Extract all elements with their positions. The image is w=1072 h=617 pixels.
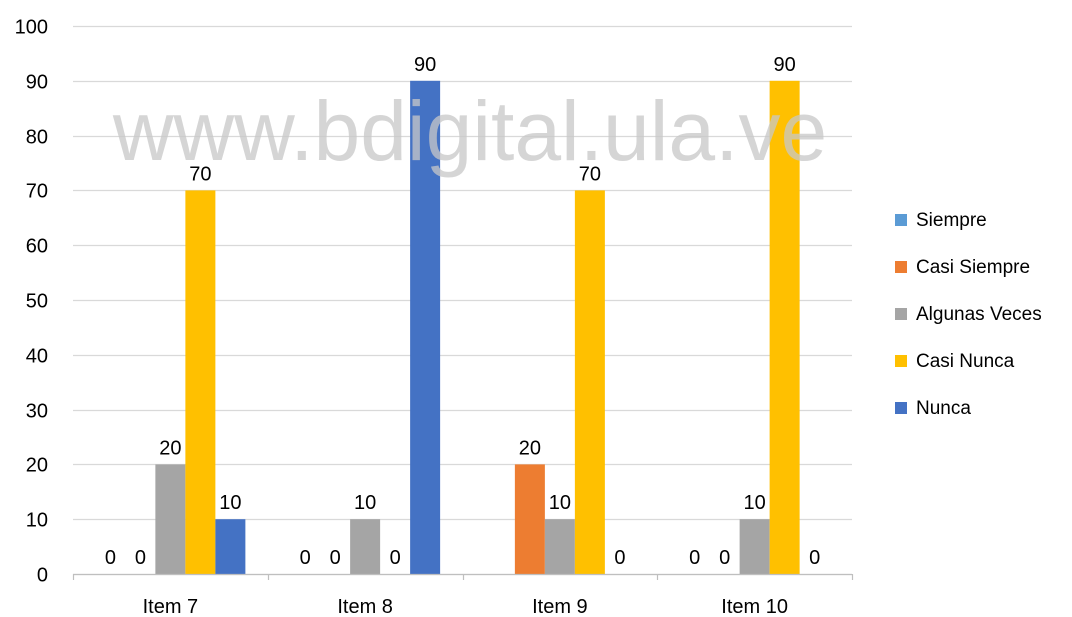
x-axis: Item 7 Item 8 Item 9 Item 10: [72, 573, 854, 617]
data-label: 0: [689, 547, 700, 569]
legend-swatch: [895, 261, 907, 273]
data-label: 20: [159, 437, 181, 459]
y-tick-label: 40: [26, 346, 48, 368]
legend-swatch: [895, 214, 907, 226]
bar: [739, 519, 770, 574]
data-label: 20: [519, 437, 541, 459]
legend-label: Algunas Veces: [916, 304, 1042, 325]
x-tick-label: Item 8: [337, 596, 393, 617]
data-label: 70: [579, 163, 601, 185]
bar: [410, 80, 441, 575]
data-label: 90: [414, 54, 436, 76]
y-tick-label: 60: [26, 236, 48, 258]
data-label: 0: [614, 547, 625, 569]
data-label: 10: [744, 492, 766, 514]
bar: [574, 190, 605, 574]
legend-label: Casi Nunca: [916, 351, 1015, 372]
y-tick-label: 90: [26, 72, 48, 94]
data-label: 10: [219, 492, 241, 514]
x-tick-label: Item 10: [721, 596, 788, 617]
legend-label: Casi Siempre: [916, 257, 1030, 278]
data-label: 0: [300, 547, 311, 569]
y-tick-label: 100: [15, 17, 48, 39]
bar: [350, 519, 381, 574]
y-tick-label: 10: [26, 510, 48, 532]
data-label: 0: [390, 547, 401, 569]
y-tick-label: 0: [37, 565, 48, 587]
legend-item: Algunas Veces: [895, 304, 1042, 325]
legend-item: Nunca: [895, 398, 971, 419]
data-label: 0: [809, 547, 820, 569]
bar: [769, 80, 800, 575]
data-label: 0: [135, 547, 146, 569]
data-label: 90: [774, 54, 796, 76]
legend-item: Siempre: [895, 210, 987, 231]
bar: [215, 519, 246, 574]
legend: Siempre Casi Siempre Algunas Veces Casi Nun…: [895, 210, 1042, 419]
legend-swatch: [895, 355, 907, 367]
watermark-text: www.bdigital.ula.ve: [112, 84, 827, 178]
y-tick-label: 30: [26, 401, 48, 423]
legend-label: Nunca: [916, 398, 971, 419]
legend-swatch: [895, 402, 907, 414]
y-tick-label: 80: [26, 127, 48, 149]
y-tick-label: 50: [26, 291, 48, 313]
x-tick-label: Item 9: [532, 596, 588, 617]
y-tick-label: 20: [26, 455, 48, 477]
legend-label: Siempre: [916, 210, 987, 231]
bar: [185, 190, 216, 574]
legend-swatch: [895, 308, 907, 320]
bar: [544, 519, 575, 574]
bars: [155, 80, 800, 575]
legend-item: Casi Siempre: [895, 257, 1030, 278]
bar: [514, 464, 545, 574]
data-label: 10: [549, 492, 571, 514]
data-label: 0: [330, 547, 341, 569]
data-label: 10: [354, 492, 376, 514]
data-label: 70: [189, 163, 211, 185]
legend-item: Casi Nunca: [895, 351, 1015, 372]
data-label: 0: [719, 547, 730, 569]
y-axis: 0 10 20 30 40 50 60 70 80 90 100: [15, 17, 48, 587]
y-tick-label: 70: [26, 181, 48, 203]
bar: [155, 464, 186, 574]
x-tick-label: Item 7: [143, 596, 199, 617]
data-label: 0: [105, 547, 116, 569]
